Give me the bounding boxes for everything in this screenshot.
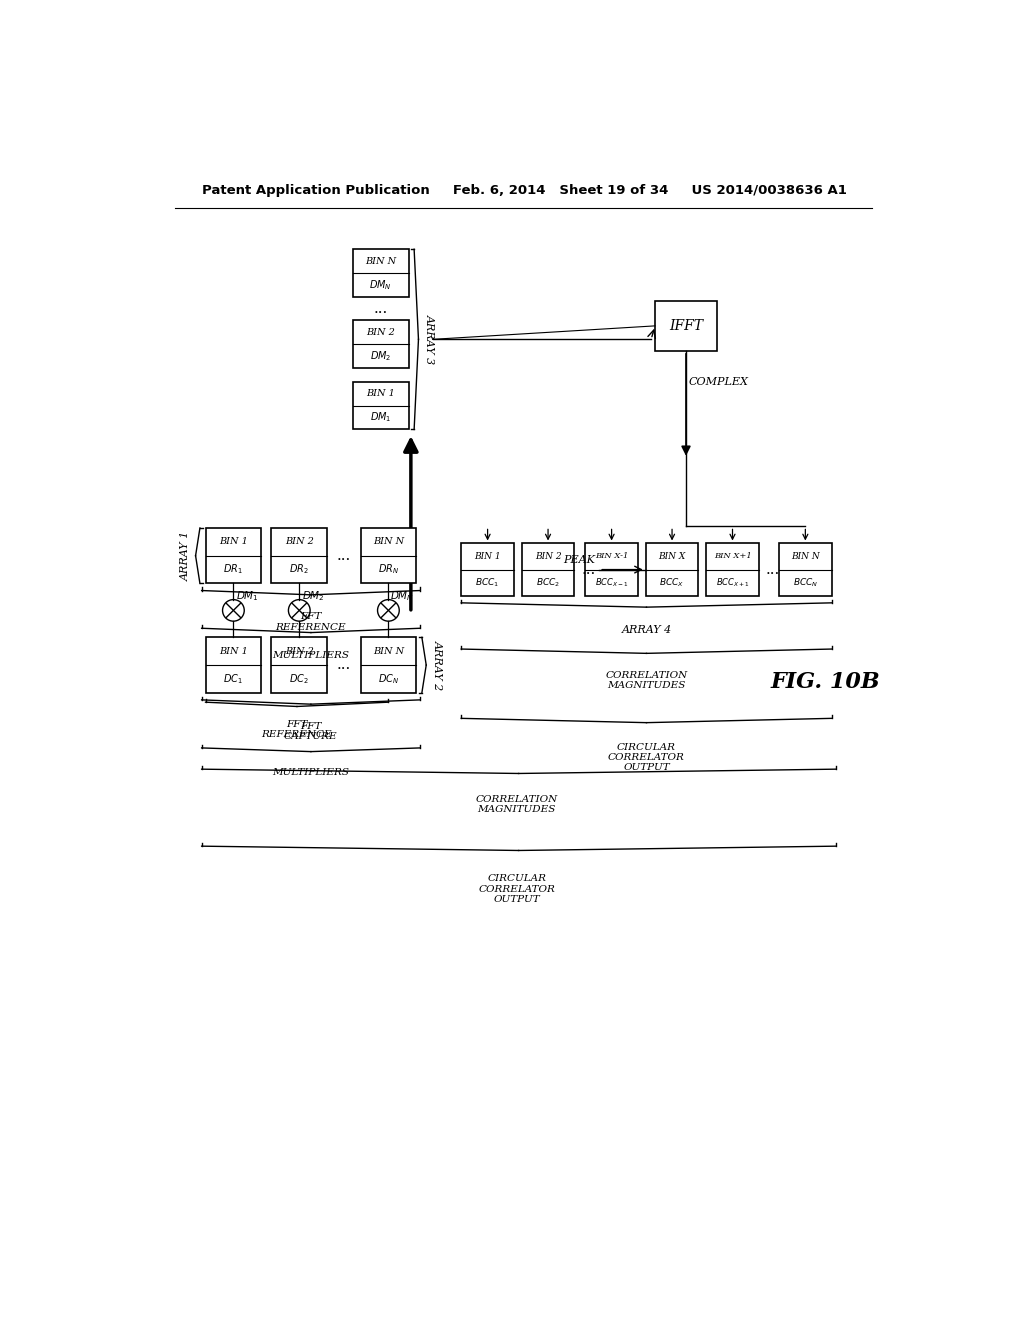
Text: BIN 1: BIN 1: [367, 389, 395, 399]
Text: FIG. 10B: FIG. 10B: [771, 671, 881, 693]
Text: $DC_N$: $DC_N$: [378, 672, 399, 686]
Text: ARRAY 2: ARRAY 2: [433, 640, 443, 690]
Bar: [707, 544, 759, 595]
Text: FFT
REFERENCE: FFT REFERENCE: [262, 719, 332, 739]
Text: BIN X: BIN X: [658, 552, 686, 561]
Bar: [360, 638, 417, 693]
Bar: [360, 528, 417, 583]
Text: ARRAY 1: ARRAY 1: [181, 531, 191, 581]
Text: BIN N: BIN N: [373, 647, 403, 656]
Text: BIN X+1: BIN X+1: [714, 553, 752, 561]
Text: IFFT: IFFT: [669, 319, 703, 333]
Text: $DM_N$: $DM_N$: [370, 279, 392, 292]
Text: ...: ...: [766, 562, 780, 577]
Text: FFT
CAPTURE: FFT CAPTURE: [284, 722, 338, 741]
Bar: [646, 544, 698, 595]
Text: $DM_1$: $DM_1$: [236, 590, 259, 603]
Bar: [655, 301, 717, 351]
Text: $DC_1$: $DC_1$: [223, 672, 244, 686]
Text: $DR_1$: $DR_1$: [223, 562, 244, 577]
Text: MULTIPLIERS: MULTIPLIERS: [272, 651, 349, 660]
Text: BIN 2: BIN 2: [535, 552, 561, 561]
Text: $BCC_X$: $BCC_X$: [659, 577, 685, 589]
Text: CIRCULAR
CORRELATOR
OUTPUT: CIRCULAR CORRELATOR OUTPUT: [478, 874, 555, 904]
Bar: [521, 544, 574, 595]
Text: ...: ...: [337, 549, 351, 562]
Bar: [352, 321, 409, 368]
Text: $DR_2$: $DR_2$: [290, 562, 309, 577]
Text: BIN 1: BIN 1: [219, 647, 248, 656]
Text: BIN 2: BIN 2: [285, 647, 313, 656]
Text: MULTIPLIERS: MULTIPLIERS: [272, 768, 349, 776]
Text: $DM_2$: $DM_2$: [302, 590, 325, 603]
Text: CORRELATION
MAGNITUDES: CORRELATION MAGNITUDES: [475, 795, 558, 814]
Bar: [271, 528, 328, 583]
Bar: [271, 638, 328, 693]
Bar: [352, 249, 409, 297]
Text: $BCC_1$: $BCC_1$: [475, 577, 500, 589]
Bar: [206, 528, 261, 583]
Text: Patent Application Publication     Feb. 6, 2014   Sheet 19 of 34     US 2014/003: Patent Application Publication Feb. 6, 2…: [203, 185, 847, 197]
Text: BIN N: BIN N: [373, 537, 403, 546]
Bar: [461, 544, 514, 595]
Text: CIRCULAR
CORRELATOR
OUTPUT: CIRCULAR CORRELATOR OUTPUT: [608, 743, 685, 772]
Text: $DM_2$: $DM_2$: [370, 348, 391, 363]
Text: ...: ...: [374, 301, 388, 315]
Text: $DC_2$: $DC_2$: [290, 672, 309, 686]
Bar: [779, 544, 831, 595]
Text: ARRAY 3: ARRAY 3: [425, 314, 435, 364]
Text: BIN N: BIN N: [366, 256, 396, 265]
Text: BIN 2: BIN 2: [367, 327, 395, 337]
Text: COMPLEX: COMPLEX: [688, 376, 749, 387]
Text: BIN 2: BIN 2: [285, 537, 313, 546]
Text: ...: ...: [582, 562, 596, 577]
Bar: [586, 544, 638, 595]
Text: ARRAY 4: ARRAY 4: [622, 626, 672, 635]
Text: $BCC_{X-1}$: $BCC_{X-1}$: [595, 577, 629, 589]
Text: BIN 1: BIN 1: [474, 552, 501, 561]
Text: $BCC_N$: $BCC_N$: [793, 577, 818, 589]
Bar: [206, 638, 261, 693]
Text: $DM_N$: $DM_N$: [390, 590, 415, 603]
Text: BIN N: BIN N: [791, 552, 820, 561]
Bar: [352, 381, 409, 429]
Text: PEAK: PEAK: [563, 556, 595, 565]
Text: ...: ...: [337, 659, 351, 672]
Text: CORRELATION
MAGNITUDES: CORRELATION MAGNITUDES: [605, 671, 687, 690]
Text: FFT
REFERENCE: FFT REFERENCE: [275, 612, 346, 632]
Text: $BCC_{X+1}$: $BCC_{X+1}$: [716, 577, 750, 589]
Text: $DR_N$: $DR_N$: [378, 562, 399, 577]
Text: BIN 1: BIN 1: [219, 537, 248, 546]
Text: $BCC_2$: $BCC_2$: [536, 577, 560, 589]
Text: $DM_1$: $DM_1$: [370, 411, 391, 425]
Text: BIN X-1: BIN X-1: [595, 553, 629, 561]
